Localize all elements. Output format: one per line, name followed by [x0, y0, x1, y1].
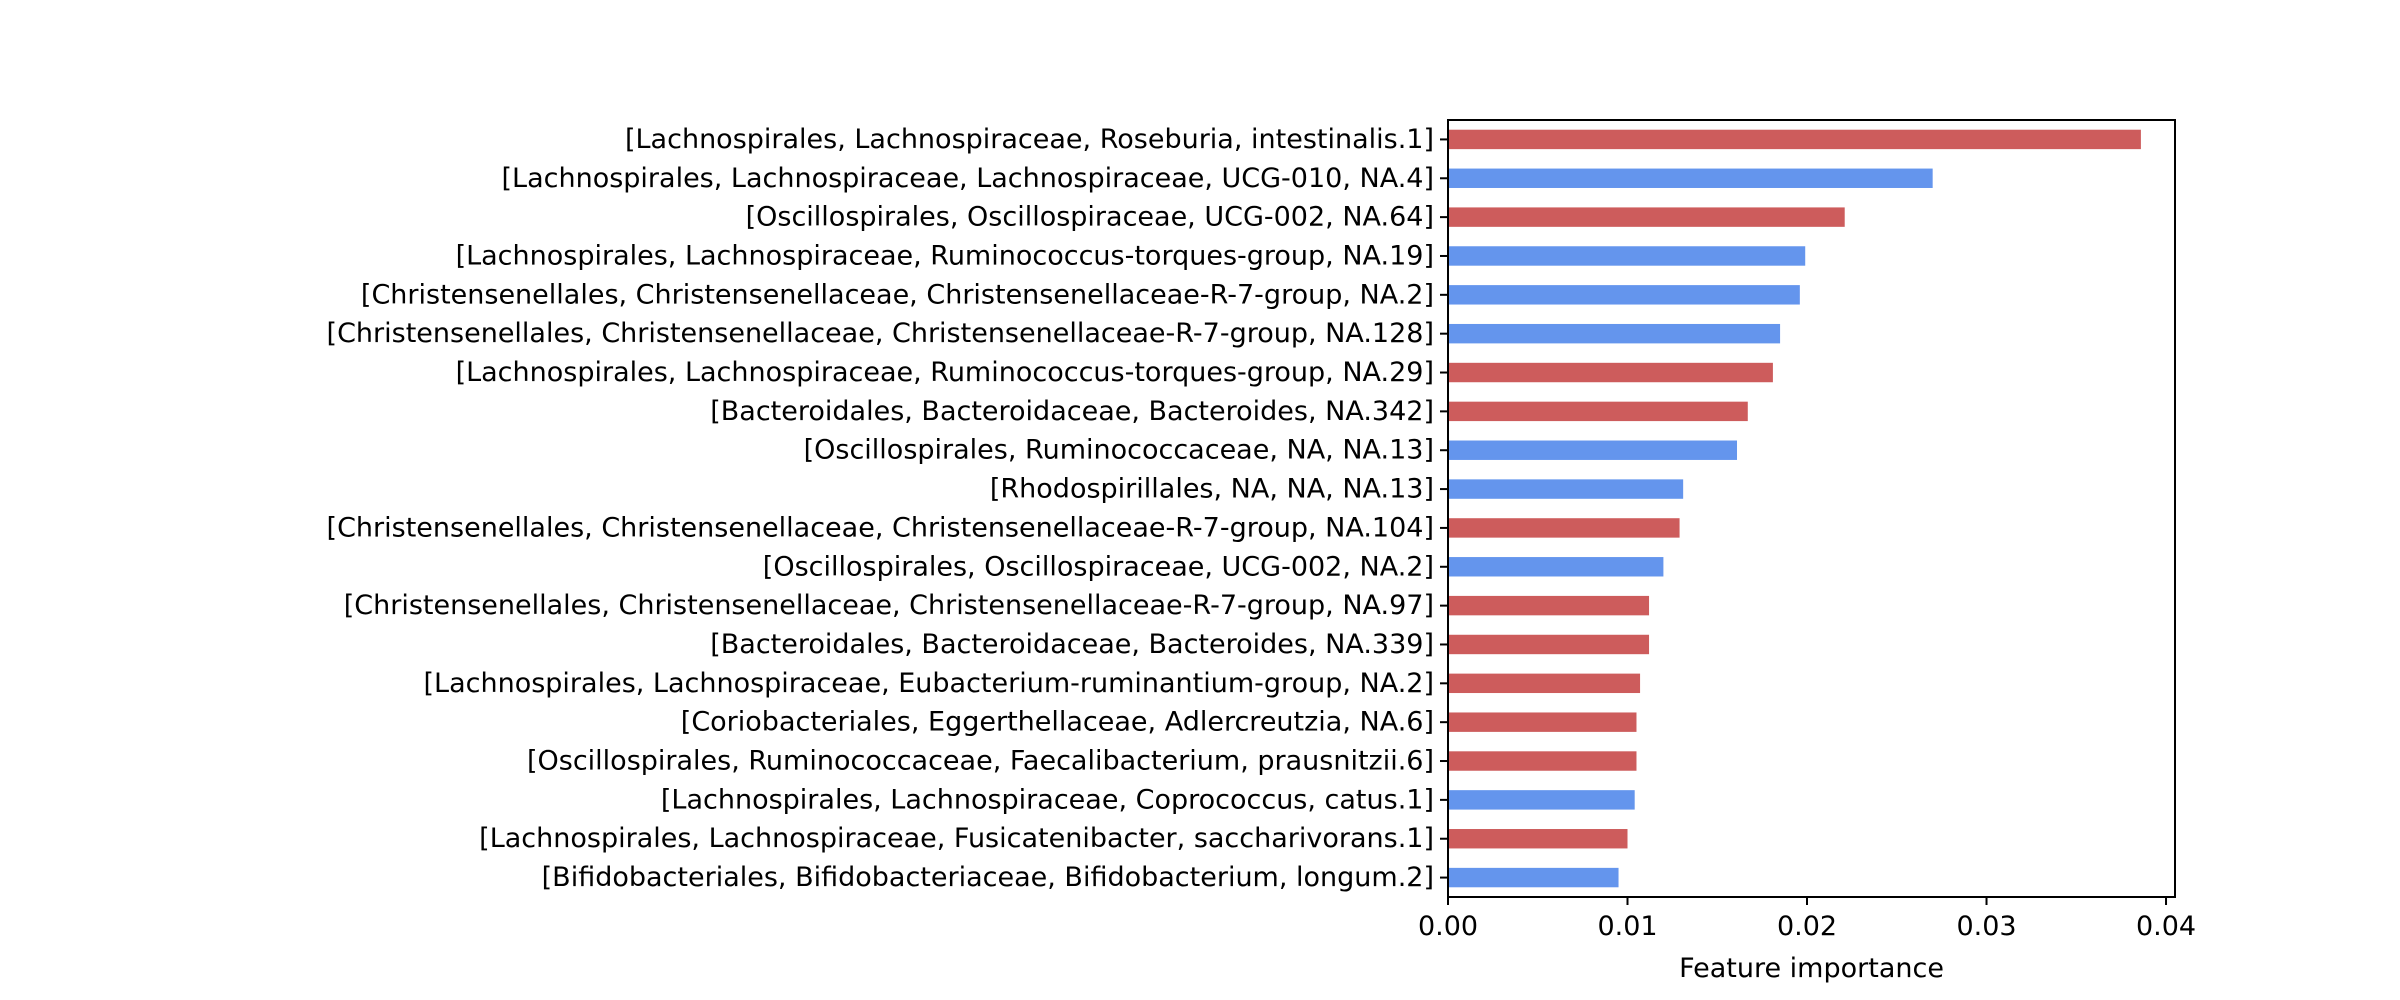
bar	[1448, 168, 1933, 188]
bar	[1448, 557, 1664, 577]
bar	[1448, 440, 1738, 460]
bar	[1448, 673, 1641, 694]
bar	[1448, 595, 1650, 616]
bar	[1448, 285, 1800, 305]
y-tick-label: [Christensenellales, Christensenellaceae…	[344, 590, 1434, 621]
y-tick-labels: [Lachnospirales, Lachnospiraceae, Rosebu…	[327, 124, 1448, 893]
x-tick-label: 0.03	[1956, 911, 2016, 942]
y-tick-label: [Oscillospirales, Oscillospiraceae, UCG-…	[763, 551, 1434, 582]
x-axis-ticks: 0.00 0.01 0.02 0.03 0.04	[1418, 897, 2196, 942]
y-tick-label: [Bacteroidales, Bacteroidaceae, Bacteroi…	[710, 629, 1434, 660]
y-tick-label: [Oscillospirales, Ruminococcaceae, Faeca…	[527, 746, 1434, 777]
bar	[1448, 362, 1773, 383]
y-tick-label: [Coriobacteriales, Eggerthellaceae, Adle…	[681, 707, 1434, 738]
bar	[1448, 323, 1781, 344]
y-tick-label: [Lachnospirales, Lachnospiraceae, Lachno…	[502, 163, 1435, 194]
bar	[1448, 479, 1684, 499]
x-tick-label: 0.00	[1418, 911, 1478, 942]
y-tick-label: [Lachnospirales, Lachnospiraceae, Rumino…	[456, 357, 1434, 388]
bars-layer	[1448, 129, 2141, 888]
bar	[1448, 207, 1845, 227]
x-axis-label: Feature importance	[1679, 953, 1944, 984]
y-tick-label: [Oscillospirales, Ruminococcaceae, NA, N…	[804, 435, 1434, 466]
x-tick-label: 0.04	[2136, 911, 2196, 942]
x-tick-label: 0.01	[1597, 911, 1657, 942]
bar	[1448, 518, 1680, 538]
bar	[1448, 712, 1637, 732]
y-tick-label: [Christensenellales, Christensenellaceae…	[327, 512, 1434, 543]
bar	[1448, 751, 1637, 771]
plot-frame	[1447, 119, 2176, 898]
y-tick-label: [Lachnospirales, Lachnospiraceae, Rosebu…	[625, 124, 1434, 155]
y-tick-label: [Rhodospirillales, NA, NA, NA.13]	[990, 474, 1434, 505]
y-tick-label: [Bifidobacteriales, Bifidobacteriaceae, …	[542, 862, 1434, 893]
x-tick-label: 0.02	[1777, 911, 1837, 942]
bar	[1448, 867, 1619, 888]
y-tick-label: [Lachnospirales, Lachnospiraceae, Coproc…	[661, 784, 1434, 815]
bar	[1448, 401, 1748, 422]
y-tick-label: [Bacteroidales, Bacteroidaceae, Bacteroi…	[710, 396, 1434, 427]
y-tick-label: [Lachnospirales, Lachnospiraceae, Eubact…	[424, 668, 1434, 699]
y-tick-label: [Christensenellales, Christensenellaceae…	[327, 318, 1434, 349]
y-tick-label: [Oscillospirales, Oscillospiraceae, UCG-…	[746, 202, 1434, 233]
y-tick-label: [Lachnospirales, Lachnospiraceae, Fusica…	[479, 823, 1434, 854]
bar	[1448, 246, 1806, 266]
y-tick-label: [Lachnospirales, Lachnospiraceae, Rumino…	[456, 240, 1434, 271]
bar	[1448, 790, 1635, 810]
bar	[1448, 634, 1650, 655]
bar	[1448, 829, 1628, 849]
y-tick-label: [Christensenellales, Christensenellaceae…	[361, 279, 1434, 310]
bar	[1448, 129, 2141, 150]
